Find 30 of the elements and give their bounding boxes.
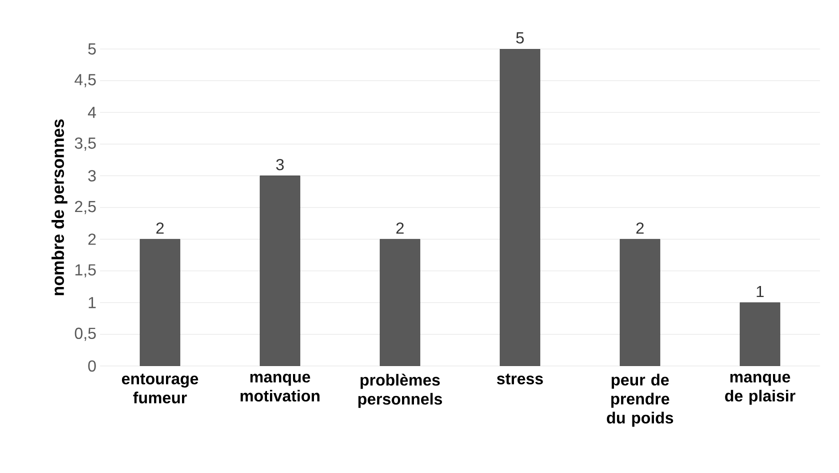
y-tick-label: 5 xyxy=(88,43,96,55)
y-tick-label: 4 xyxy=(88,106,96,118)
y-tick-label: 0 xyxy=(88,360,96,372)
bar xyxy=(620,238,660,366)
bar xyxy=(380,238,420,366)
y-tick-label: 2,5 xyxy=(75,200,96,214)
data-label: 2 xyxy=(156,222,164,234)
x-tick-label: stress xyxy=(496,374,543,384)
data-label: 5 xyxy=(516,32,524,44)
bar xyxy=(500,49,540,366)
y-axis-title: nombre de personnes xyxy=(52,119,68,296)
y-tick-label: 4,5 xyxy=(74,74,96,88)
y-tick-label: 3,5 xyxy=(74,137,96,151)
bar xyxy=(260,176,300,366)
x-tick-label: manque motivation xyxy=(240,374,320,402)
data-label: 1 xyxy=(756,286,764,298)
x-tick-label: entourage fumeur xyxy=(122,374,198,404)
bar xyxy=(140,238,180,366)
data-label: 3 xyxy=(276,158,284,170)
y-tick-label: 1,5 xyxy=(75,264,96,278)
bar xyxy=(740,302,780,366)
x-tick-label: problèmes personnels xyxy=(358,374,442,408)
y-tick-label: 1 xyxy=(88,297,96,308)
x-tick-label: manque de plaisir xyxy=(725,374,796,405)
data-label: 2 xyxy=(636,222,644,234)
y-tick-label: 3 xyxy=(88,170,96,182)
y-tick-label: 2 xyxy=(88,234,96,245)
y-tick-label: 0,5 xyxy=(74,328,96,341)
data-label: 2 xyxy=(396,222,404,234)
x-tick-label: peur de prendre du poids xyxy=(606,374,674,427)
